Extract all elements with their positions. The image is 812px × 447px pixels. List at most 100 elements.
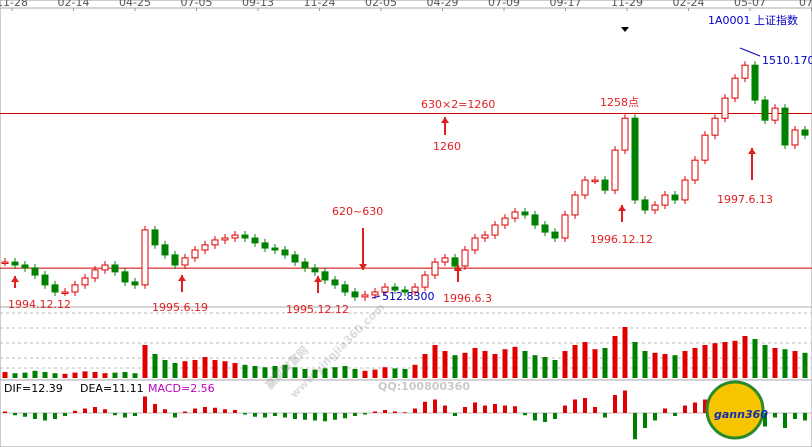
candle (301, 261, 309, 269)
candle (531, 214, 539, 226)
macd-bar (83, 408, 87, 413)
macd-bar (143, 396, 147, 413)
macd-bar (223, 409, 227, 413)
candle (651, 204, 659, 211)
candle (551, 231, 559, 239)
volume-bar (62, 373, 68, 378)
volume-bar (82, 371, 88, 378)
x-tick-label: 05-07 (734, 0, 766, 9)
x-tick-label: 04-25 (119, 0, 151, 9)
candle (371, 291, 379, 296)
macd-bar (163, 409, 167, 413)
annotation: 1996.12.12 (590, 233, 653, 246)
macd-bar (633, 413, 637, 440)
candle (441, 257, 449, 263)
candle (471, 237, 479, 251)
candle (101, 264, 109, 271)
volume-bar (172, 363, 178, 378)
macd-bar (273, 413, 277, 416)
volume-bar (72, 372, 78, 378)
candle (451, 257, 459, 267)
candle (491, 224, 499, 236)
volume-bar (382, 367, 388, 378)
logo (705, 380, 765, 440)
candle (601, 179, 609, 191)
volume-bar (802, 352, 808, 378)
candle (201, 244, 209, 251)
volume-bar (262, 367, 268, 378)
candle (801, 129, 809, 136)
volume-bar (372, 369, 378, 378)
macd-bar (383, 410, 387, 413)
arrow-head (178, 275, 186, 281)
volume-bar (2, 372, 8, 378)
candle (621, 117, 629, 151)
volume-bar (552, 360, 558, 378)
volume-bar (522, 351, 528, 378)
arrow-head (11, 276, 19, 282)
x-tick-label: 11-24 (304, 0, 336, 9)
x-tick-label: 04-29 (427, 0, 459, 9)
annotation: 512.8300 (382, 290, 435, 303)
volume-bar (562, 351, 568, 378)
macd-bar (543, 413, 547, 422)
volume-bar (652, 352, 658, 378)
x-tick-label: 11-29 (611, 0, 643, 9)
volume-bar (432, 345, 438, 378)
volume-bar (42, 372, 48, 378)
candle (281, 249, 289, 256)
candle (311, 267, 319, 273)
volume-bar (422, 354, 428, 378)
candle (51, 284, 59, 293)
candle (761, 99, 769, 121)
arrow-head (359, 264, 367, 270)
candle (41, 274, 49, 286)
candle (161, 244, 169, 256)
macd-bar (693, 402, 697, 413)
candle (791, 129, 799, 146)
x-tick-label: 02-05 (365, 0, 397, 9)
candle (411, 286, 419, 293)
macd-bar (363, 413, 367, 415)
x-tick-label: 07-05 (181, 0, 213, 9)
macd-bar (563, 405, 567, 413)
candle (461, 249, 469, 267)
annotation: 1995.6.19 (152, 301, 208, 314)
candle (431, 261, 439, 276)
volume-bar (32, 370, 38, 378)
volume-bar (122, 372, 128, 378)
macd-bar (333, 413, 337, 420)
macd-bar (303, 413, 307, 420)
macd-bar (533, 413, 537, 421)
macd-bar (33, 413, 37, 419)
macd-bar (323, 413, 327, 422)
candle (221, 237, 229, 241)
candle (691, 159, 699, 181)
volume-bar (462, 352, 468, 378)
logo-text: gann360 (714, 408, 768, 421)
candle (181, 257, 189, 266)
volume-bar (112, 372, 118, 378)
macd-bar (183, 411, 187, 413)
candle (151, 229, 159, 246)
volume-bar (142, 345, 148, 378)
macd-bar (373, 411, 377, 413)
candle (111, 264, 119, 273)
candle (251, 237, 259, 244)
macd-bar (133, 413, 137, 416)
macd-bar (343, 413, 347, 419)
volume-bar (662, 354, 668, 378)
volume-bar (192, 360, 198, 378)
volume-bar (402, 369, 408, 378)
macd-bar (413, 408, 417, 413)
annotation: 1260 (433, 140, 461, 153)
macd-bar (803, 413, 807, 421)
volume-bar (342, 366, 348, 378)
volume-bar (772, 348, 778, 378)
macd-bar (93, 407, 97, 413)
macd-bar (73, 410, 77, 413)
candle (21, 264, 29, 269)
candle (81, 277, 89, 286)
volume-bar (362, 370, 368, 378)
macd-bar (153, 404, 157, 413)
